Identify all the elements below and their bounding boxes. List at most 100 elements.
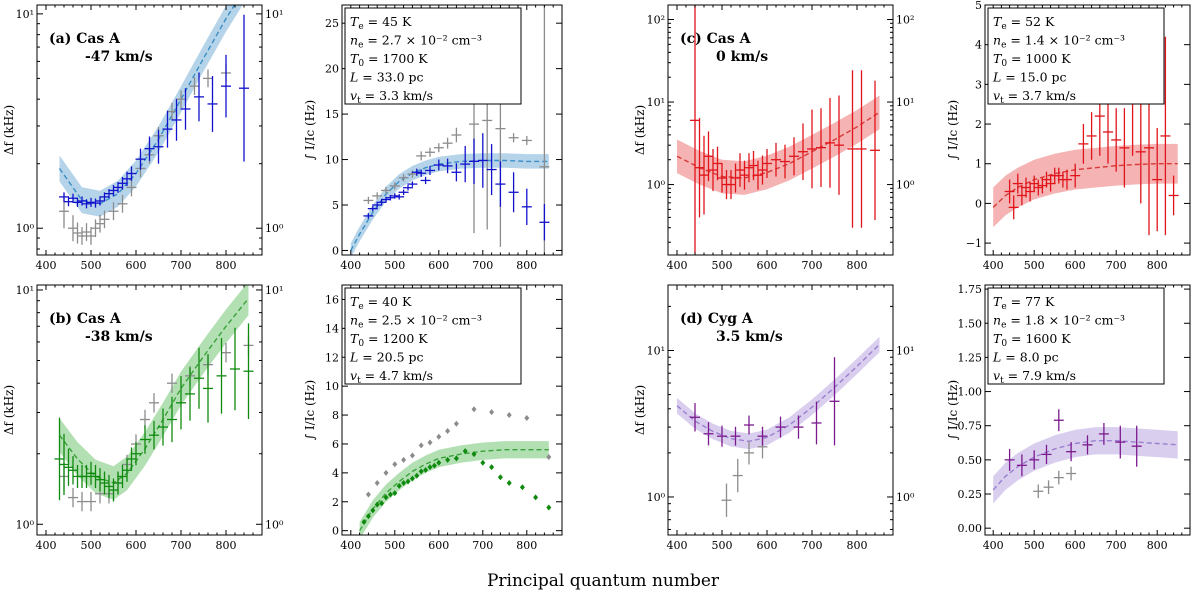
y-tick-label: 10¹ <box>16 8 34 21</box>
point-main <box>431 462 437 469</box>
y-tick-label-right: 10⁰ <box>896 179 915 192</box>
point-gray <box>365 491 371 498</box>
y-tick-label: 10¹ <box>16 284 34 297</box>
model-curve <box>676 111 880 179</box>
x-tick-label: 500 <box>81 539 102 552</box>
panel-d-width: 400 500 600 700 800 10⁰ 10⁰ 10¹ 10¹ Δf (kHz) (d) C… <box>633 284 915 552</box>
x-tick-label: 800 <box>1147 539 1168 552</box>
point-main <box>387 491 393 498</box>
y-axis-label: ∫ I/Ic (Hz) <box>946 380 960 440</box>
point-gray <box>471 406 477 413</box>
x-tick-label: 600 <box>1065 539 1086 552</box>
x-tick-label: 400 <box>340 259 361 272</box>
x-tick-label: 700 <box>802 259 823 272</box>
point-main <box>427 464 433 471</box>
point-main <box>365 513 371 520</box>
panel-c-int: 400 500 600 700 800 −1 0 1 2 3 4 5 ∫ I/Ic (Hz) Te = 5… <box>946 0 1191 272</box>
y-tick-label: 0 <box>332 244 339 257</box>
point-main <box>436 459 442 466</box>
point-main <box>370 507 376 514</box>
point-main <box>405 478 411 485</box>
y-tick-label: 10¹ <box>647 344 665 357</box>
y-axis-label: ∫ I/Ic (Hz) <box>946 100 960 160</box>
point-main <box>418 468 424 475</box>
x-tick-label: 600 <box>126 539 147 552</box>
y-tick-label-right: 10¹ <box>896 96 914 109</box>
y-tick-label: 5 <box>975 0 982 12</box>
param-box <box>344 287 522 385</box>
y-tick-label-right: 10⁰ <box>265 222 284 235</box>
param-line: L = 20.5 pc <box>349 350 424 365</box>
y-tick-label: 0.50 <box>958 454 983 467</box>
x-tick-label: 700 <box>1106 259 1127 272</box>
x-tick-label: 600 <box>757 539 778 552</box>
y-tick-label: 0.25 <box>958 488 983 501</box>
x-tick-label: 800 <box>847 259 868 272</box>
model-band <box>350 153 549 255</box>
axes-frame <box>984 284 1191 536</box>
panel-title: (d) Cyg A <box>680 311 754 327</box>
param-line: L = 33.0 pc <box>349 70 424 85</box>
x-tick-label: 800 <box>847 539 868 552</box>
axes-frame <box>341 4 563 256</box>
plot-area-a-width <box>58 5 249 245</box>
point-main <box>471 451 477 458</box>
param-line: Te = 40 K <box>350 294 412 312</box>
x-tick-label: 600 <box>428 539 449 552</box>
point-gray <box>418 442 424 449</box>
param-line: vt = 3.7 km/s <box>993 88 1076 106</box>
point-main <box>489 464 495 471</box>
point-main <box>445 456 451 463</box>
x-tick-label: 500 <box>384 539 405 552</box>
x-tick-label: 800 <box>216 539 237 552</box>
x-tick-label: 500 <box>1024 259 1045 272</box>
x-tick-label: 500 <box>384 259 405 272</box>
x-tick-label: 700 <box>171 259 192 272</box>
x-tick-label: 700 <box>472 539 493 552</box>
y-tick-label: 16 <box>325 293 339 306</box>
panel-subtitle: -38 km/s <box>85 329 153 345</box>
param-line: L = 15.0 pc <box>992 70 1067 85</box>
point-main <box>497 474 503 481</box>
y-tick-label: 0 <box>332 525 339 538</box>
y-tick-label: 20 <box>325 63 339 76</box>
point-main <box>401 479 407 486</box>
panel-title: (b) Cas A <box>49 311 122 327</box>
y-axis-label: ∫ I/Ic (Hz) <box>303 380 317 440</box>
x-tick-label: 700 <box>1106 539 1127 552</box>
point-main <box>409 475 415 482</box>
y-tick-label: 10¹ <box>647 96 665 109</box>
y-tick-label-right: 10¹ <box>896 344 914 357</box>
y-tick-label: 10² <box>647 14 665 27</box>
point-gray <box>401 456 407 463</box>
x-tick-label: 700 <box>171 539 192 552</box>
y-tick-label: 1.50 <box>958 317 983 330</box>
model-curve <box>992 440 1178 491</box>
param-line: T0 = 1600 K <box>993 331 1071 349</box>
model-curve <box>676 343 880 443</box>
y-axis-label: Δf (kHz) <box>633 105 647 155</box>
point-main <box>480 459 486 466</box>
y-tick-label: 2 <box>332 496 339 509</box>
y-axis-label: Δf (kHz) <box>2 105 16 155</box>
param-line: Te = 77 K <box>993 294 1055 312</box>
point-main <box>396 482 402 489</box>
x-tick-label: 800 <box>516 259 537 272</box>
y-tick-label: 10⁰ <box>647 179 666 192</box>
point-gray <box>383 469 389 476</box>
y-tick-label: 10⁰ <box>647 491 666 504</box>
y-tick-label: 0.75 <box>958 420 983 433</box>
panel-a-int: 400 500 600 700 800 0 5 10 15 20 25 ∫ I/Ic (Hz) Te =… <box>303 4 563 272</box>
x-tick-label: 600 <box>428 259 449 272</box>
point-main <box>383 494 389 501</box>
model-band <box>59 5 243 217</box>
plot-area-b-width <box>54 285 254 512</box>
y-tick-label: 10 <box>325 380 339 393</box>
panel-d-int: 400 500 600 700 800 0.00 0.25 0.50 0.75 1.00 1.25 1… <box>946 283 1191 552</box>
x-tick-label: 600 <box>126 259 147 272</box>
point-gray <box>409 452 415 459</box>
model-band <box>677 336 880 450</box>
y-tick-label: 10⁰ <box>16 518 35 531</box>
y-tick-label: 4 <box>975 39 982 52</box>
point-gray <box>453 420 459 427</box>
